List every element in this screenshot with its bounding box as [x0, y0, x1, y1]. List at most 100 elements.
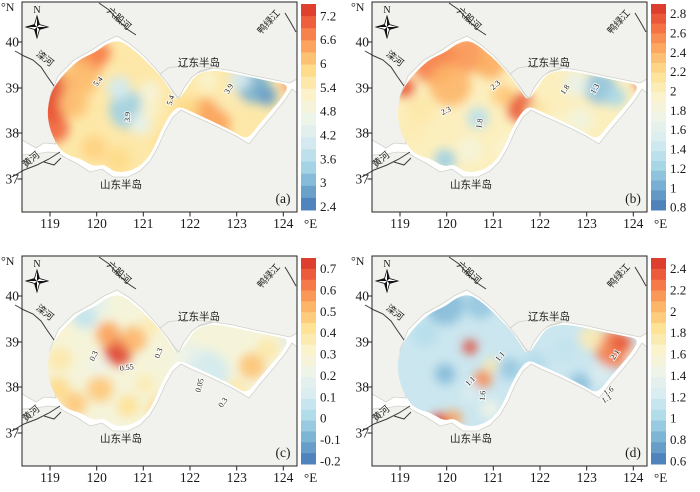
colorbar-tick-label: 2.2	[670, 283, 686, 298]
y-tick-label: 40	[6, 289, 20, 304]
compass-icon	[374, 14, 400, 40]
x-tick-label: 122	[180, 216, 200, 231]
colorbar-tick-label: 0.6	[320, 283, 337, 298]
y-axis-unit: °N	[351, 254, 365, 268]
y-tick-label: 39	[6, 81, 20, 96]
river-line	[98, 2, 137, 36]
colorbar-tick-label: 2.8	[670, 6, 686, 21]
y-tick-label: 37	[6, 426, 20, 441]
y-tick-label: 40	[6, 35, 20, 50]
x-tick-label: 120	[437, 216, 458, 231]
river-line	[98, 256, 137, 290]
y-tick-label: 40	[356, 35, 370, 50]
contour-label: 5.4	[165, 94, 177, 106]
x-tick-label: 119	[390, 216, 410, 231]
plot-frame	[371, 255, 648, 467]
compass-icon	[374, 268, 400, 294]
colorbar	[301, 258, 316, 465]
contour-label: 3.9	[123, 112, 132, 122]
land-south	[371, 88, 648, 213]
colorbar-tick-label: 2	[670, 84, 677, 99]
colorbar-tick-label: 2.4	[670, 261, 687, 276]
colorbar-tick-label: 2	[670, 304, 677, 319]
x-tick-label: 124	[273, 470, 294, 485]
colorbar-tick-label: 0.2	[320, 368, 336, 383]
colorbar-tick-label: 2.2	[670, 64, 686, 79]
river-line	[43, 411, 62, 420]
river-line	[634, 266, 647, 287]
colorbar-tick-label: 4.2	[320, 127, 336, 142]
y-axis-unit: °N	[351, 0, 365, 14]
x-tick-label: 121	[483, 216, 503, 231]
colorbar-tick-label: 2.6	[670, 26, 687, 41]
colorbar-tick-label: 5.4	[320, 80, 337, 95]
place-label: 辽东半岛	[178, 56, 220, 69]
place-label: 辽东半岛	[528, 56, 570, 69]
river-line	[393, 411, 412, 420]
x-tick-label: 124	[623, 470, 644, 485]
colorbar-tick-label: 0.8	[670, 200, 686, 215]
x-axis-unit: °E	[654, 216, 667, 231]
colorbar-tick-label: 0.3	[320, 347, 336, 362]
colorbar-tick-label: 6.6	[320, 32, 337, 47]
compass-north-label: N	[383, 5, 390, 16]
colorbar-tick-label: 0.4	[320, 325, 337, 340]
compass-icon	[24, 14, 50, 40]
colorbar-tick-label: 1.2	[670, 161, 686, 176]
contour-label: 1.8	[474, 118, 485, 129]
x-tick-label: 123	[577, 216, 598, 231]
colorbar-tick-label: 2.4	[670, 45, 687, 60]
compass-north-label: N	[383, 259, 390, 270]
colorbar-tick-label: 2.4	[320, 199, 337, 214]
colorbar-tick-label: 3	[320, 175, 327, 190]
x-tick-label: 123	[227, 470, 248, 485]
y-tick-label: 39	[356, 81, 370, 96]
river-line	[11, 405, 61, 432]
colorbar-tick-label: 1.8	[670, 325, 686, 340]
colorbar-tick-label: 4.8	[320, 104, 336, 119]
place-label: 辽东半岛	[178, 310, 220, 323]
colorbar	[651, 258, 666, 465]
x-tick-label: 120	[87, 470, 108, 485]
x-tick-label: 120	[437, 470, 458, 485]
colorbar-tick-label: 0.1	[320, 389, 336, 404]
x-tick-label: 119	[40, 216, 60, 231]
contour-label: 0.55	[119, 362, 134, 373]
place-label: 山东半岛	[450, 432, 492, 445]
colorbar	[301, 4, 316, 211]
colorbar-tick-label: 0.7	[320, 261, 337, 276]
liaodong-peninsula	[509, 319, 563, 353]
colorbar-tick-label: 1	[670, 411, 677, 426]
panel-letter: (b)	[625, 191, 641, 206]
colorbar-tick-label: 0.5	[320, 304, 336, 319]
y-tick-label: 38	[356, 126, 370, 141]
x-tick-label: 123	[227, 216, 248, 231]
colorbar-tick-label: -0.2	[320, 453, 341, 468]
x-tick-label: 121	[133, 216, 153, 231]
river-line	[284, 12, 297, 33]
y-tick-label: 39	[356, 335, 370, 350]
colorbar-tick-label: 1	[670, 180, 677, 195]
sea-field	[47, 41, 287, 173]
x-tick-label: 121	[483, 470, 503, 485]
place-label: 山东半岛	[100, 432, 142, 445]
place-label: 山东半岛	[100, 178, 142, 191]
place-label: 辽东半岛	[528, 310, 570, 323]
compass-north-label: N	[33, 259, 40, 270]
x-tick-label: 122	[530, 470, 550, 485]
colorbar-tick-label: 1.4	[670, 368, 687, 383]
land-south	[21, 88, 298, 213]
plot-frame	[21, 1, 298, 213]
colorbar-tick-label: 0.6	[670, 453, 687, 468]
river-line	[361, 405, 411, 432]
x-tick-label: 120	[87, 216, 108, 231]
colorbar-tick-label: 1.6	[670, 347, 687, 362]
plot-frame	[21, 255, 298, 467]
river-line	[448, 2, 487, 36]
x-tick-label: 124	[623, 216, 644, 231]
contour-label: 1.6	[478, 390, 488, 401]
panel-letter: (c)	[276, 445, 291, 460]
x-tick-label: 119	[40, 470, 60, 485]
